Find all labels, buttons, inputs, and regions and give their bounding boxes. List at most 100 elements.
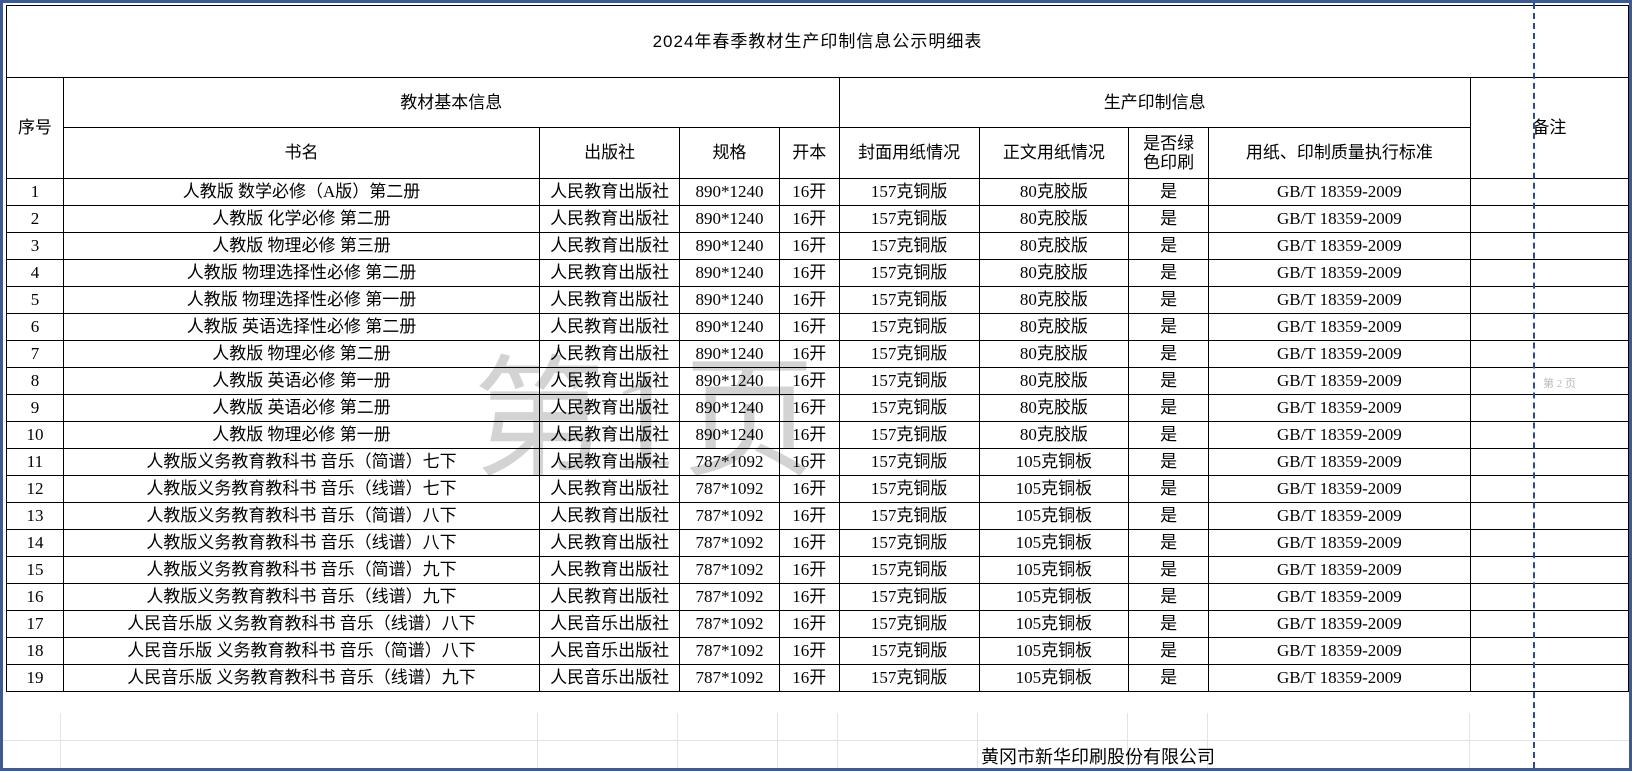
cell-remark[interactable] (1469, 394, 1629, 422)
cell-green-print[interactable]: 是 (1128, 664, 1210, 692)
cell-book-name[interactable]: 人民音乐版 义务教育教科书 音乐（线谱）八下 (62, 610, 541, 638)
cell-index[interactable]: 13 (6, 502, 64, 530)
cell-standard[interactable]: GB/T 18359-2009 (1208, 421, 1471, 449)
cell-text-paper[interactable]: 80克胶版 (978, 340, 1130, 368)
cell-book-name[interactable]: 人教版义务教育教科书 音乐（简谱）八下 (62, 502, 541, 530)
cell-publisher[interactable]: 人民教育出版社 (539, 502, 681, 530)
cell-index[interactable]: 8 (6, 367, 64, 395)
cell-remark[interactable] (1469, 502, 1629, 530)
cell-remark[interactable] (1469, 529, 1629, 557)
cell-cover-paper[interactable]: 157克铜版 (838, 637, 980, 665)
cell-book-name[interactable]: 人教版 英语选择性必修 第二册 (62, 313, 541, 341)
cell-text-paper[interactable]: 105克铜板 (978, 529, 1130, 557)
cell-cover-paper[interactable]: 157克铜版 (838, 313, 980, 341)
cell-book-name[interactable]: 人教版 物理选择性必修 第二册 (62, 259, 541, 287)
cell-green-print[interactable]: 是 (1128, 205, 1210, 233)
cell-format[interactable]: 16开 (778, 313, 840, 341)
cell-spec[interactable]: 890*1240 (679, 259, 780, 287)
cell-format[interactable]: 16开 (778, 529, 840, 557)
cell-index[interactable]: 15 (6, 556, 64, 584)
table-row[interactable]: 13 人教版义务教育教科书 音乐（简谱）八下 人民教育出版社 787*1092 16开 1… (6, 502, 1629, 530)
cell-remark[interactable] (1469, 610, 1629, 638)
cell-cover-paper[interactable]: 157克铜版 (838, 340, 980, 368)
cell-spec[interactable]: 787*1092 (679, 610, 780, 638)
cell-remark[interactable] (1469, 421, 1629, 449)
cell-cover-paper[interactable]: 157克铜版 (838, 529, 980, 557)
table-row[interactable]: 1 人教版 数学必修（A版）第二册 人民教育出版社 890*1240 16开 157克铜版… (6, 178, 1629, 206)
cell-spec[interactable]: 890*1240 (679, 340, 780, 368)
cell-green-print[interactable]: 是 (1128, 610, 1210, 638)
table-row[interactable]: 17 人民音乐版 义务教育教科书 音乐（线谱）八下 人民音乐出版社 787*1092 1… (6, 610, 1629, 638)
cell-standard[interactable]: GB/T 18359-2009 (1208, 232, 1471, 260)
cell-publisher[interactable]: 人民教育出版社 (539, 394, 681, 422)
cell-format[interactable]: 16开 (778, 259, 840, 287)
cell-cover-paper[interactable]: 157克铜版 (838, 259, 980, 287)
cell-publisher[interactable]: 人民教育出版社 (539, 259, 681, 287)
cell-text-paper[interactable]: 80克胶版 (978, 259, 1130, 287)
cell-text-paper[interactable]: 80克胶版 (978, 367, 1130, 395)
cell-index[interactable]: 11 (6, 448, 64, 476)
cell-publisher[interactable]: 人民音乐出版社 (539, 610, 681, 638)
cell-cover-paper[interactable]: 157克铜版 (838, 205, 980, 233)
cell-remark[interactable] (1469, 556, 1629, 584)
cell-spec[interactable]: 890*1240 (679, 232, 780, 260)
cell-remark[interactable] (1469, 286, 1629, 314)
cell-cover-paper[interactable]: 157克铜版 (838, 502, 980, 530)
cell-standard[interactable]: GB/T 18359-2009 (1208, 556, 1471, 584)
cell-format[interactable]: 16开 (778, 502, 840, 530)
cell-text-paper[interactable]: 80克胶版 (978, 178, 1130, 206)
cell-index[interactable]: 4 (6, 259, 64, 287)
cell-publisher[interactable]: 人民教育出版社 (539, 313, 681, 341)
cell-remark[interactable] (1469, 313, 1629, 341)
cell-book-name[interactable]: 人教版 英语必修 第二册 (62, 394, 541, 422)
table-row[interactable]: 15 人教版义务教育教科书 音乐（简谱）九下 人民教育出版社 787*1092 16开 1… (6, 556, 1629, 584)
table-row[interactable]: 3 人教版 物理必修 第三册 人民教育出版社 890*1240 16开 157克铜版 80克… (6, 232, 1629, 260)
cell-standard[interactable]: GB/T 18359-2009 (1208, 529, 1471, 557)
cell-spec[interactable]: 890*1240 (679, 205, 780, 233)
cell-text-paper[interactable]: 105克铜板 (978, 583, 1130, 611)
cell-format[interactable]: 16开 (778, 178, 840, 206)
cell-standard[interactable]: GB/T 18359-2009 (1208, 448, 1471, 476)
cell-publisher[interactable]: 人民教育出版社 (539, 475, 681, 503)
cell-format[interactable]: 16开 (778, 394, 840, 422)
cell-index[interactable]: 2 (6, 205, 64, 233)
cell-spec[interactable]: 787*1092 (679, 583, 780, 611)
cell-book-name[interactable]: 人教版 英语必修 第一册 (62, 367, 541, 395)
cell-green-print[interactable]: 是 (1128, 259, 1210, 287)
cell-cover-paper[interactable]: 157克铜版 (838, 178, 980, 206)
cell-cover-paper[interactable]: 157克铜版 (838, 475, 980, 503)
cell-spec[interactable]: 787*1092 (679, 664, 780, 692)
cell-cover-paper[interactable]: 157克铜版 (838, 664, 980, 692)
table-row[interactable]: 12 人教版义务教育教科书 音乐（线谱）七下 人民教育出版社 787*1092 16开 1… (6, 475, 1629, 503)
cell-text-paper[interactable]: 80克胶版 (978, 421, 1130, 449)
cell-index[interactable]: 1 (6, 178, 64, 206)
cell-cover-paper[interactable]: 157克铜版 (838, 421, 980, 449)
cell-publisher[interactable]: 人民音乐出版社 (539, 664, 681, 692)
cell-publisher[interactable]: 人民教育出版社 (539, 448, 681, 476)
cell-remark[interactable] (1469, 205, 1629, 233)
cell-text-paper[interactable]: 80克胶版 (978, 394, 1130, 422)
cell-standard[interactable]: GB/T 18359-2009 (1208, 475, 1471, 503)
cell-remark[interactable] (1469, 232, 1629, 260)
cell-standard[interactable]: GB/T 18359-2009 (1208, 259, 1471, 287)
cell-green-print[interactable]: 是 (1128, 340, 1210, 368)
cell-publisher[interactable]: 人民教育出版社 (539, 232, 681, 260)
cell-format[interactable]: 16开 (778, 340, 840, 368)
cell-remark[interactable] (1469, 448, 1629, 476)
cell-format[interactable]: 16开 (778, 232, 840, 260)
cell-text-paper[interactable]: 105克铜板 (978, 610, 1130, 638)
table-row[interactable]: 19 人民音乐版 义务教育教科书 音乐（线谱）九下 人民音乐出版社 787*1092 1… (6, 664, 1629, 692)
cell-standard[interactable]: GB/T 18359-2009 (1208, 394, 1471, 422)
cell-standard[interactable]: GB/T 18359-2009 (1208, 313, 1471, 341)
cell-format[interactable]: 16开 (778, 448, 840, 476)
cell-standard[interactable]: GB/T 18359-2009 (1208, 340, 1471, 368)
cell-spec[interactable]: 787*1092 (679, 448, 780, 476)
table-row[interactable]: 11 人教版义务教育教科书 音乐（简谱）七下 人民教育出版社 787*1092 16开 1… (6, 448, 1629, 476)
cell-standard[interactable]: GB/T 18359-2009 (1208, 583, 1471, 611)
cell-format[interactable]: 16开 (778, 475, 840, 503)
cell-green-print[interactable]: 是 (1128, 394, 1210, 422)
cell-green-print[interactable]: 是 (1128, 583, 1210, 611)
cell-green-print[interactable]: 是 (1128, 367, 1210, 395)
cell-spec[interactable]: 890*1240 (679, 313, 780, 341)
